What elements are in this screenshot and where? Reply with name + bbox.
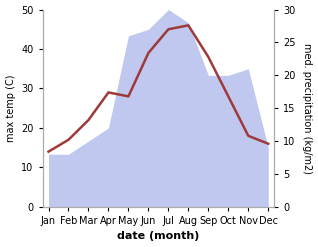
Y-axis label: max temp (C): max temp (C) [5, 74, 16, 142]
Y-axis label: med. precipitation (kg/m2): med. precipitation (kg/m2) [302, 43, 313, 174]
X-axis label: date (month): date (month) [117, 231, 200, 242]
